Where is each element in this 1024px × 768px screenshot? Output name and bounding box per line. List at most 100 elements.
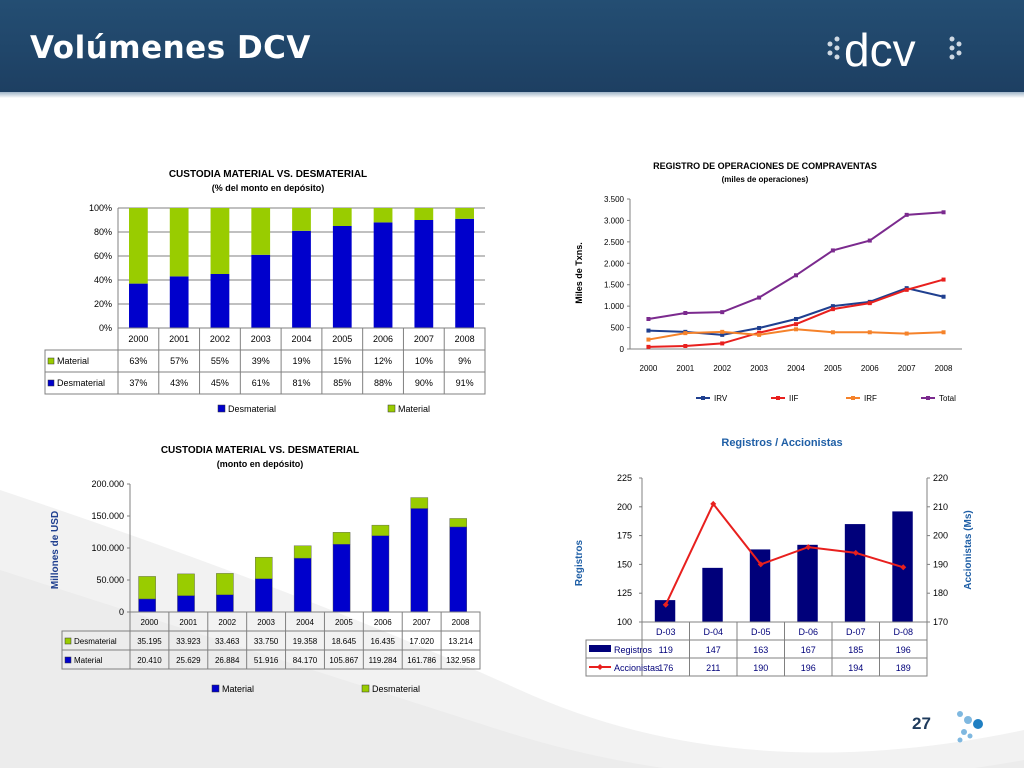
table-row-label: Accionistas — [614, 663, 660, 673]
x-tick-label: 2002 — [210, 334, 230, 344]
data-label: 9% — [458, 356, 471, 366]
data-point — [941, 277, 946, 282]
y-tick-label: 40% — [94, 275, 112, 285]
data-label: 26.884 — [215, 656, 240, 665]
bar-registros — [844, 524, 866, 622]
chart-title: CUSTODIA MATERIAL VS. DESMATERIAL — [169, 169, 367, 180]
table-row — [585, 657, 928, 677]
chart-title: Registros / Accionistas — [721, 437, 842, 449]
legend-marker — [926, 396, 930, 400]
data-point — [757, 561, 764, 568]
x-tick-label: 2006 — [374, 618, 392, 627]
bar-desmaterial — [292, 230, 311, 328]
data-label: 194 — [848, 663, 863, 673]
x-tick-label: D-04 — [703, 627, 723, 637]
bar-material — [138, 598, 156, 613]
data-label: 45% — [211, 378, 229, 388]
data-point — [830, 304, 835, 309]
data-label: 17.020 — [409, 637, 434, 646]
x-tick-label: 2007 — [413, 618, 431, 627]
table-row-label: Material — [57, 356, 89, 366]
legend-marker — [851, 396, 855, 400]
bar-desmaterial — [293, 545, 312, 559]
bar-material — [371, 535, 390, 613]
data-label: 85% — [333, 378, 351, 388]
bar-desmaterial — [251, 254, 271, 328]
data-label: 161.786 — [407, 656, 436, 665]
x-tick-label: D-08 — [893, 627, 913, 637]
x-tick-label: 2008 — [935, 364, 953, 373]
data-label: 190 — [753, 663, 768, 673]
y-tick-label: 100.000 — [91, 543, 124, 553]
x-tick-label: 2004 — [296, 618, 314, 627]
data-point — [941, 330, 946, 335]
data-point — [794, 327, 798, 332]
data-point — [867, 238, 872, 243]
slide-title: Volúmenes DCV — [30, 30, 311, 66]
data-label: 105.867 — [329, 656, 358, 665]
x-tick-label: 2003 — [750, 364, 768, 373]
bar-desmaterial — [455, 218, 474, 328]
chart-custodia-monto: CUSTODIA MATERIAL VS. DESMATERIAL (monto… — [50, 445, 481, 694]
legend-swatch — [211, 684, 220, 693]
page-number: 27 — [912, 714, 931, 733]
y-tick-label: 200.000 — [91, 479, 124, 489]
data-point — [683, 311, 688, 315]
x-tick-label: 2002 — [713, 364, 731, 373]
bar-desmaterial — [449, 518, 467, 528]
x-tick-label: 2001 — [676, 364, 694, 373]
y2-tick-label: 220 — [933, 473, 948, 483]
y-tick-label: 80% — [94, 227, 112, 237]
data-label: 91% — [456, 378, 474, 388]
data-point — [683, 331, 688, 336]
dots-decoration-icon — [957, 711, 983, 743]
x-tick-label: 2001 — [179, 618, 197, 627]
data-point — [830, 248, 835, 253]
chart-title: REGISTRO DE OPERACIONES DE COMPRAVENTAS — [653, 161, 877, 171]
x-tick-label: D-06 — [798, 627, 818, 637]
chart-operaciones: REGISTRO DE OPERACIONES DE COMPRAVENTAS … — [574, 161, 962, 403]
legend-label: Total — [939, 394, 956, 403]
data-point — [757, 330, 762, 335]
x-tick-label: 2006 — [373, 334, 393, 344]
x-tick-label: 2006 — [861, 364, 879, 373]
data-label: 189 — [896, 663, 911, 673]
y-tick-label: 150.000 — [91, 511, 124, 521]
data-label: 15% — [333, 356, 351, 366]
data-label: 10% — [415, 356, 433, 366]
bar-material — [292, 208, 311, 231]
data-label: 12% — [374, 356, 392, 366]
x-tick-label: 2000 — [141, 618, 159, 627]
data-point — [757, 332, 762, 337]
legend-label: Desmaterial — [228, 404, 276, 414]
data-point — [646, 317, 651, 321]
y-tick-label: 3.500 — [604, 195, 625, 204]
legend-label: Material — [222, 684, 254, 694]
data-point — [794, 317, 798, 321]
y-tick-label: 3.000 — [604, 216, 625, 225]
y-tick-label: 100% — [89, 203, 112, 213]
bar-desmaterial — [210, 274, 230, 328]
chart-title: CUSTODIA MATERIAL VS. DESMATERIAL — [161, 445, 359, 456]
table-row-label: Registros — [614, 645, 653, 655]
data-point — [720, 341, 725, 346]
y-tick-label: 175 — [617, 531, 632, 541]
bar-material — [414, 208, 434, 220]
bar-material — [210, 208, 230, 274]
table-row — [61, 649, 481, 670]
y-tick-label: 0 — [119, 607, 124, 617]
x-tick-label: 2008 — [452, 618, 470, 627]
bar-desmaterial — [373, 222, 393, 328]
y-tick-label: 200 — [617, 502, 632, 512]
bar-material — [410, 508, 429, 613]
bar-desmaterial — [177, 573, 195, 596]
y2-tick-label: 210 — [933, 502, 948, 512]
legend-label: IIF — [789, 394, 798, 403]
y-tick-label: 100 — [617, 617, 632, 627]
x-tick-label: 2008 — [455, 334, 475, 344]
bar-desmaterial — [138, 576, 156, 600]
bar-material — [449, 526, 467, 613]
x-tick-label: D-05 — [751, 627, 771, 637]
y-axis-label: Registros — [574, 540, 585, 587]
data-point — [646, 337, 651, 342]
